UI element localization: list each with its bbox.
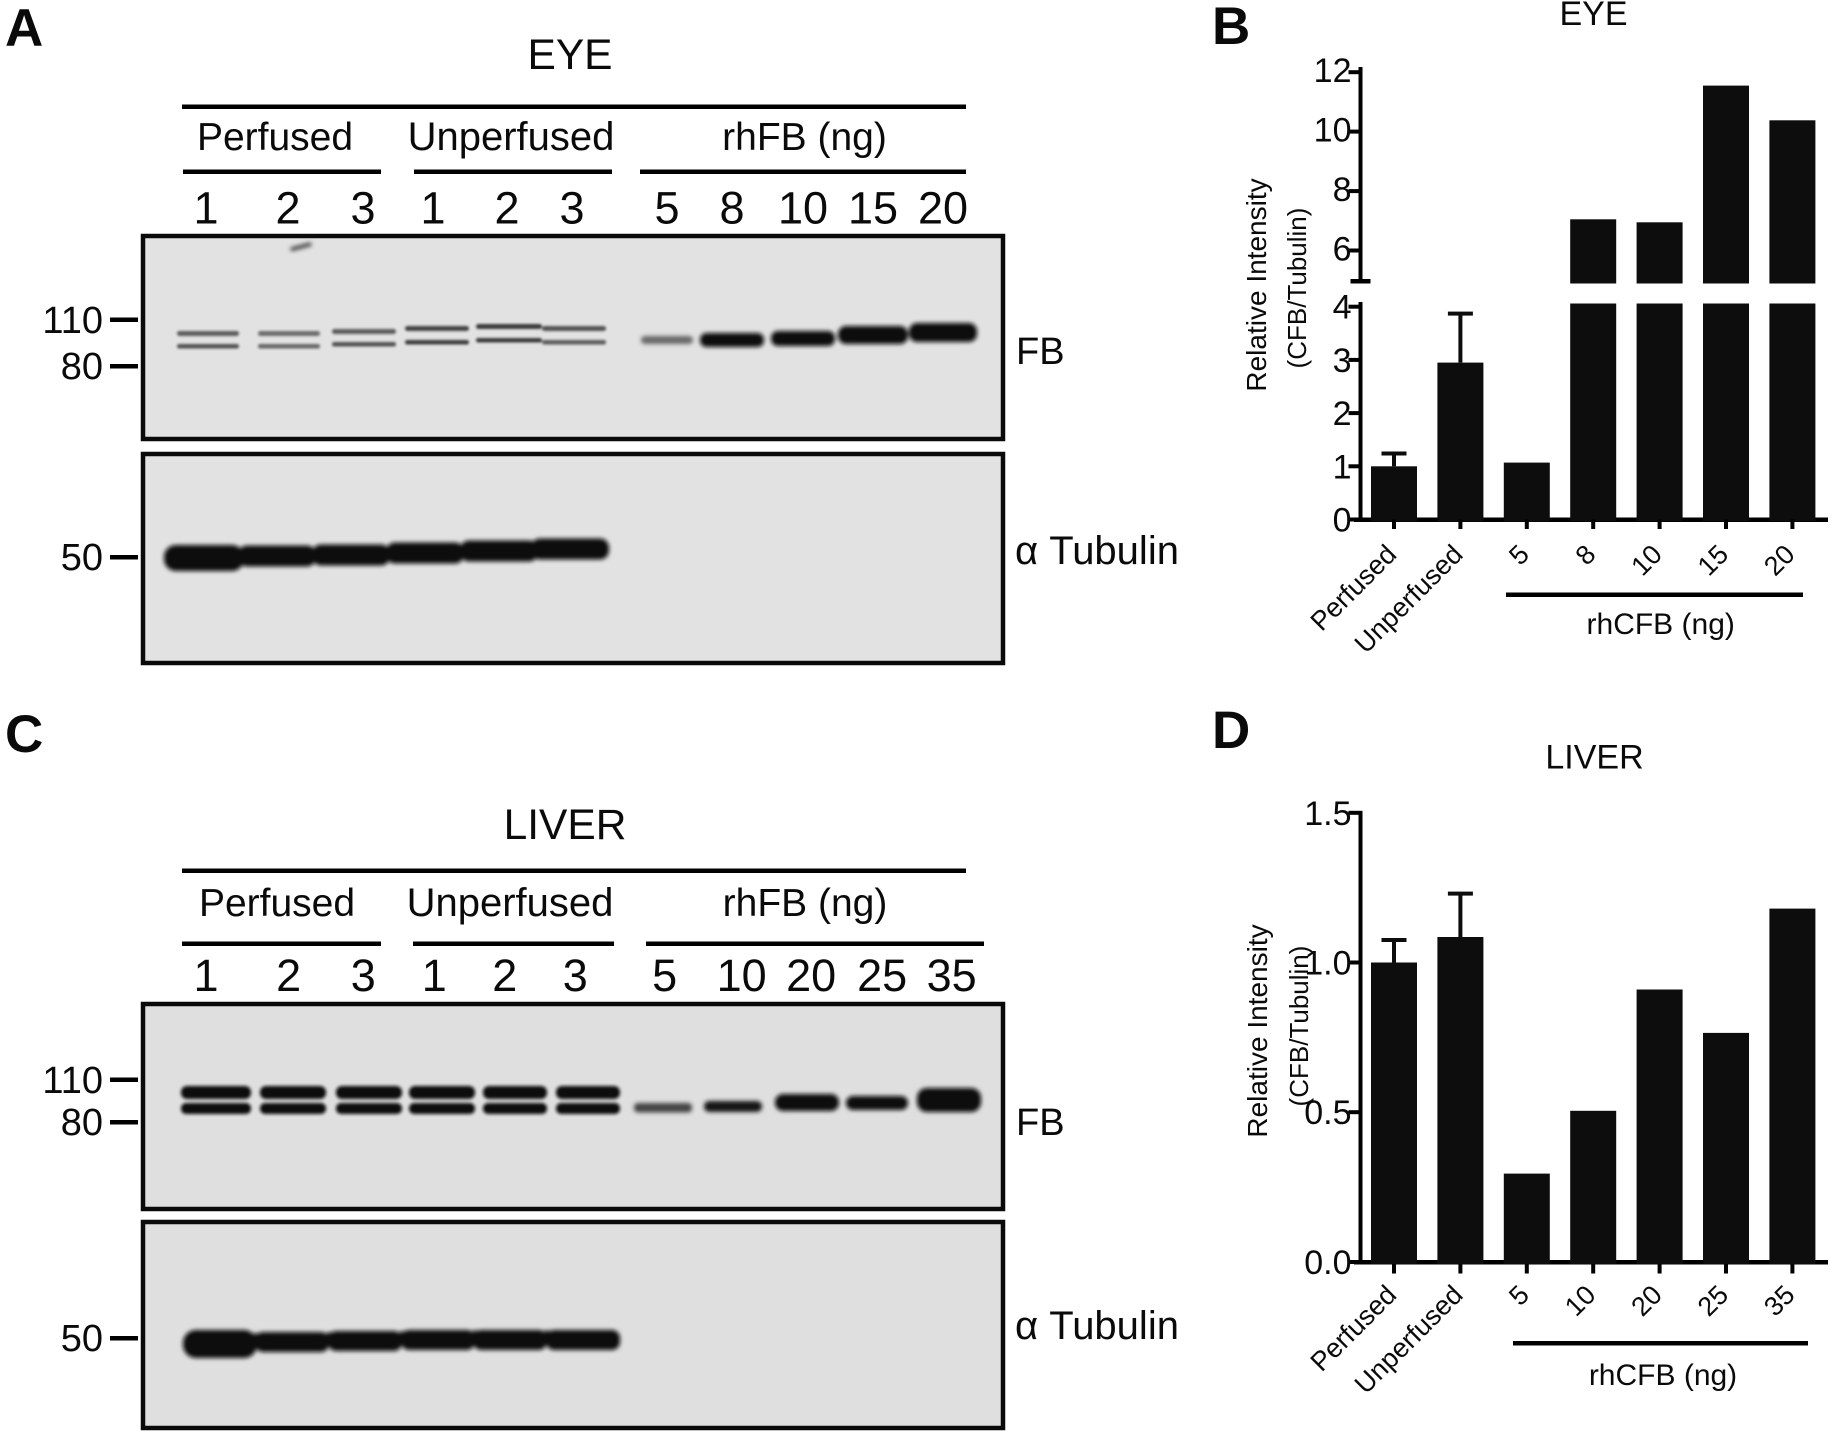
svg-text:B: B (1212, 0, 1250, 56)
svg-text:Perfused: Perfused (199, 882, 355, 925)
svg-text:12: 12 (1314, 52, 1352, 90)
svg-text:2: 2 (1333, 395, 1352, 433)
svg-text:4: 4 (1333, 289, 1352, 327)
svg-text:2: 2 (275, 183, 300, 234)
svg-text:20: 20 (786, 950, 836, 1001)
svg-text:1: 1 (1333, 448, 1352, 486)
svg-text:1: 1 (193, 950, 218, 1001)
svg-text:25: 25 (857, 950, 907, 1001)
svg-text:D: D (1212, 701, 1250, 760)
svg-text:rhCFB (ng): rhCFB (ng) (1589, 1359, 1737, 1392)
svg-text:0: 0 (1333, 502, 1352, 540)
svg-text:0.5: 0.5 (1304, 1094, 1351, 1132)
svg-text:FB: FB (1016, 331, 1065, 373)
svg-text:8: 8 (719, 183, 744, 234)
svg-text:LIVER: LIVER (504, 802, 627, 849)
svg-text:3: 3 (350, 183, 375, 234)
svg-text:1: 1 (422, 950, 447, 1001)
svg-text:(CFB/Tubulin): (CFB/Tubulin) (1284, 946, 1314, 1107)
svg-text:50: 50 (61, 1318, 103, 1360)
svg-text:50: 50 (61, 537, 103, 579)
svg-text:20: 20 (918, 183, 968, 234)
svg-text:Perfused: Perfused (197, 116, 353, 159)
svg-text:rhFB (ng): rhFB (ng) (723, 882, 888, 925)
svg-text:80: 80 (61, 1102, 103, 1144)
svg-text:1.0: 1.0 (1304, 945, 1351, 983)
svg-text:2: 2 (494, 183, 519, 234)
svg-text:α Tubulin: α Tubulin (1015, 1304, 1179, 1348)
svg-text:8: 8 (1333, 171, 1352, 209)
svg-text:(CFB/Tubulin): (CFB/Tubulin) (1282, 208, 1312, 369)
svg-text:C: C (5, 705, 43, 764)
svg-text:110: 110 (42, 1060, 103, 1102)
svg-text:LIVER: LIVER (1545, 739, 1643, 777)
svg-text:rhCFB (ng): rhCFB (ng) (1587, 608, 1735, 641)
svg-text:2: 2 (492, 950, 517, 1001)
svg-text:3: 3 (1333, 342, 1352, 380)
svg-text:6: 6 (1333, 231, 1352, 269)
svg-text:rhFB (ng): rhFB (ng) (722, 116, 887, 159)
svg-text:Relative Intensity: Relative Intensity (1242, 924, 1273, 1137)
svg-text:1: 1 (193, 183, 218, 234)
svg-text:110: 110 (42, 300, 103, 342)
svg-text:10: 10 (1314, 112, 1352, 150)
svg-text:15: 15 (848, 183, 898, 234)
svg-text:10: 10 (778, 183, 828, 234)
svg-text:Unperfused: Unperfused (408, 115, 615, 159)
svg-text:EYE: EYE (1559, 0, 1627, 33)
svg-text:Unperfused: Unperfused (407, 881, 614, 925)
svg-text:1.5: 1.5 (1304, 795, 1351, 833)
svg-text:Relative Intensity: Relative Intensity (1241, 178, 1272, 391)
svg-text:FB: FB (1016, 1102, 1065, 1144)
svg-text:35: 35 (927, 950, 977, 1001)
svg-text:0.0: 0.0 (1304, 1244, 1351, 1282)
svg-text:3: 3 (559, 183, 584, 234)
svg-text:80: 80 (61, 346, 103, 388)
svg-text:1: 1 (420, 183, 445, 234)
svg-text:10: 10 (717, 950, 767, 1001)
svg-text:2: 2 (276, 950, 301, 1001)
svg-text:α Tubulin: α Tubulin (1015, 529, 1179, 573)
svg-text:5: 5 (652, 950, 677, 1001)
svg-text:A: A (5, 0, 43, 58)
svg-text:5: 5 (654, 183, 679, 234)
svg-text:3: 3 (563, 950, 588, 1001)
svg-text:3: 3 (351, 950, 376, 1001)
svg-text:EYE: EYE (527, 32, 612, 79)
